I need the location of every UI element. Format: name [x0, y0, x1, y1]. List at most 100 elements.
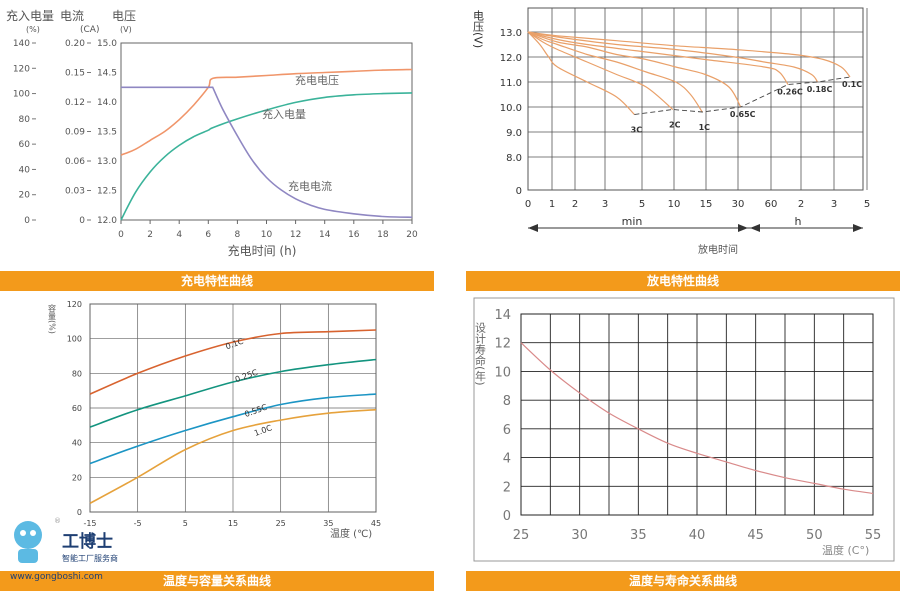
discharge-ylabel: 电压(V): [472, 10, 485, 48]
discharge-series-label: 2C: [669, 121, 681, 130]
discharge-y-tick-label: 11.0: [500, 78, 522, 89]
charge-axis-tick-label: 40: [19, 165, 31, 175]
axis-unit-current: (CA): [80, 25, 99, 35]
charge-axis-tick-label: 120: [13, 64, 30, 74]
discharge-chart: 13.0 12.0 11.0 10.0 9.0 8.0 00 1 2 3 5 10 15 30 60 2 3 5 1…: [472, 7, 900, 256]
discharge-plot-frame: [527, 7, 864, 191]
temp-life-x-tick-label: 55: [865, 528, 882, 543]
charge-axis-tick-label: 0.15: [65, 69, 85, 79]
temp-capacity-series-1: [89, 358, 377, 428]
temp-life-y-tick-label: 4: [503, 452, 511, 467]
charge-axis-tick-label: 0: [24, 216, 30, 226]
temp-life-caption: 温度与寿命关系曲线: [466, 571, 900, 591]
discharge-series-4: [527, 31, 789, 85]
discharge-y-tick-label: 12.0: [500, 53, 522, 64]
watermark-mark: ®: [54, 517, 61, 525]
charge-x-tick-label: 10: [261, 230, 273, 240]
temp-capacity-series-3: [89, 408, 377, 505]
temp-life-x-tick-label: 30: [571, 528, 588, 543]
charge-axis-tick-label: 14.0: [97, 98, 117, 108]
temp-life-y-tick-label: 10: [494, 365, 511, 380]
charge-axis-tick-label: 13.5: [97, 128, 117, 138]
charge-x-tick-label: 18: [377, 230, 389, 240]
temp-life-series: [520, 342, 874, 495]
charge-series-2: [121, 86, 413, 219]
unit-h: h: [795, 215, 802, 228]
temp-capacity-x-tick-label: 25: [276, 519, 286, 528]
axis-unit-capacity: (%): [26, 25, 40, 34]
temp-life-y-tick-label: 6: [503, 423, 511, 438]
discharge-series-3: [527, 31, 742, 108]
cutoff-voltage-dashed-line: [634, 76, 851, 115]
label-charge-current: 充电电流: [288, 179, 332, 193]
charge-axis-tick-label: 140: [13, 39, 30, 49]
discharge-y-tick-label: 9.0: [506, 128, 522, 139]
discharge-x-tick-label: 10: [668, 199, 681, 210]
temp-life-x-tick-label: 50: [806, 528, 823, 543]
charge-axis-tick-label: 0: [79, 216, 85, 226]
temp-capacity-x-tick-label: 35: [323, 519, 333, 528]
temp-capacity-y-tick-label: 80: [72, 369, 82, 378]
axis-label-current: 电流: [60, 9, 84, 23]
temp-capacity-xlabel: 温度 (℃): [330, 527, 372, 540]
watermark-brand: 工博士: [62, 531, 113, 552]
charge-x-tick-label: 8: [235, 230, 241, 240]
discharge-series-6: [527, 31, 851, 78]
temp-capacity-y-tick-label: 120: [67, 300, 82, 309]
charge-axis-tick-label: 0.12: [65, 98, 85, 108]
temp-capacity-y-tick-label: 100: [67, 335, 82, 344]
temp-life-y-tick-label: 8: [503, 394, 511, 409]
charge-axis-tick-label: 0.09: [65, 128, 85, 138]
arrow-right-icon: [853, 224, 863, 232]
discharge-series-label: 0.1C: [842, 80, 862, 89]
temp-life-y-tick-label: 14: [494, 308, 511, 323]
discharge-series-label: 1C: [699, 123, 711, 132]
charge-axis-tick-label: 15.0: [97, 39, 117, 49]
temp-life-x-tick-label: 25: [513, 528, 530, 543]
unit-min: min: [622, 215, 643, 228]
robot-logo-icon: [14, 521, 42, 549]
charge-axis-tick-label: 0.20: [65, 39, 85, 49]
discharge-y-tick-label: 10.0: [500, 103, 522, 114]
charge-series-0: [120, 68, 413, 156]
watermark-tagline: 智能工厂服务商: [62, 553, 118, 563]
temp-capacity-y-tick-label: 40: [72, 439, 82, 448]
axis-label-voltage: 电压: [112, 9, 136, 23]
temp-life-x-tick-label: 45: [747, 528, 764, 543]
charge-axis-tick-label: 80: [19, 115, 31, 125]
temp-capacity-caption: 温度与容量关系曲线: [0, 571, 434, 591]
charge-series-1: [120, 92, 413, 221]
charge-x-tick-label: 4: [176, 230, 182, 240]
axis-label-capacity: 充入电量: [6, 8, 54, 23]
discharge-series-label: 0.65C: [730, 110, 756, 119]
temp-capacity-x-tick-label: 45: [371, 519, 381, 528]
discharge-x-tick-label: 30: [732, 199, 745, 210]
discharge-y-tick-label: 13.0: [500, 28, 522, 39]
arrow-left-icon: [528, 224, 538, 232]
label-charge-voltage: 充电电压: [295, 73, 339, 87]
charge-axis-tick-label: 60: [19, 140, 31, 150]
discharge-x-tick-label: 3: [602, 199, 608, 210]
charge-chart-caption: 充电特性曲线: [0, 271, 434, 291]
temp-capacity-x-tick-label: 15: [228, 519, 238, 528]
discharge-x-tick-label: 0: [525, 199, 531, 210]
charge-axis-tick-label: 0.03: [65, 187, 85, 197]
watermark-url: www.gongboshi.com: [10, 572, 103, 582]
discharge-x-tick-label: 5: [864, 199, 870, 210]
discharge-x-tick-label: 5: [639, 199, 645, 210]
discharge-x-tick-label: 3: [831, 199, 837, 210]
temp-capacity-series-0: [89, 329, 377, 395]
discharge-y-tick-label: 0: [516, 186, 522, 197]
charge-x-tick-label: 0: [118, 230, 124, 240]
temp-life-x-tick-label: 35: [630, 528, 647, 543]
charge-x-tick-label: 14: [319, 230, 331, 240]
temp-life-chart: 14 12 10 8 6 4 2 025 30 35 40 45 50 55 设计寿命(年) 温度 (C°…: [473, 297, 895, 562]
charge-chart: 0 2 4 6 8 10 12 14 16 18 20 140 120 100 80 60 40 20 0 0.20 0…: [6, 8, 418, 258]
temp-capacity-x-tick-label: -15: [83, 519, 96, 528]
discharge-x-tick-label: 60: [765, 199, 778, 210]
temp-capacity-series-2: [89, 393, 377, 465]
temp-life-y-tick-label: 0: [503, 509, 511, 524]
discharge-series-1: [527, 31, 674, 110]
charge-axis-tick-label: 12.5: [97, 187, 117, 197]
gongboshi-watermark: ® 工博士 智能工厂服务商 www.gongboshi.com: [4, 513, 144, 583]
